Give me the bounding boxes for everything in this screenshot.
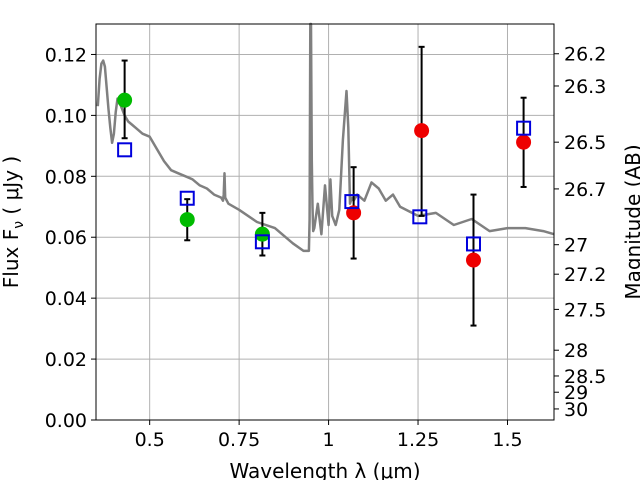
model-spectrum: [96, 22, 555, 253]
data-point-square: [516, 120, 532, 136]
y-tick-label: 0.04: [45, 288, 87, 310]
y2-tick-label: 28.5: [564, 366, 606, 388]
data-point-circle: [465, 252, 481, 268]
x-tick-label: 0.5: [135, 429, 165, 451]
data-point-square: [117, 142, 133, 158]
spectrum-line: [96, 22, 555, 253]
data-point-circle: [179, 212, 195, 228]
y-axis-label: Flux Fν ( μJy ): [0, 156, 27, 288]
data-point-square: [254, 234, 270, 250]
y-tick-label: 0.02: [45, 349, 87, 371]
y-axis-label-unit: ( μJy ): [0, 156, 23, 221]
y2-tick-label: 30: [564, 399, 588, 421]
y-axis-label-sub: ν: [11, 221, 27, 229]
y2-tick-label: 27.2: [564, 264, 606, 286]
plot-frame: [95, 23, 555, 421]
grid-lines: [96, 24, 554, 421]
y2-tick-label: 26.2: [564, 44, 606, 66]
data-point-square: [465, 236, 481, 252]
y2-tick-label: 26.5: [564, 132, 606, 154]
y-tick-label: 0.00: [45, 410, 87, 432]
y-tick-label: 0.08: [45, 166, 87, 188]
y-axis-label-main: Flux F: [0, 229, 23, 288]
y-tick-label: 0.10: [45, 105, 87, 127]
data-points: [117, 45, 532, 327]
y2-tick-label: 28: [564, 340, 588, 362]
y2-tick-label: 26.3: [564, 76, 606, 98]
data-point-square: [412, 209, 428, 225]
data-point-square: [344, 194, 360, 210]
axis-ticks: 0.5 0.75 1 1.25 1.5 0.00 0.02 0.04 0.06 0.08 0.10 0…: [45, 44, 607, 451]
y-tick-label: 0.12: [45, 44, 87, 66]
y2-tick-label: 29: [564, 382, 588, 404]
data-point-circle: [346, 205, 362, 221]
y-tick-label: 0.06: [45, 227, 87, 249]
x-tick-label: 0.75: [218, 429, 260, 451]
y2-tick-label: 27.5: [564, 299, 606, 321]
y2-tick-label: 26.7: [564, 179, 606, 201]
y2-tick-label: 27: [564, 235, 588, 257]
data-point-circle: [117, 92, 133, 108]
x-tick-label: 1.25: [397, 429, 439, 451]
x-axis-label: Wavelength λ (μm): [229, 459, 420, 480]
y2-axis-label: Magnitude (AB): [621, 144, 640, 299]
data-point-square: [179, 190, 195, 206]
data-point-circle: [414, 123, 430, 139]
x-tick-label: 1: [323, 429, 335, 451]
x-tick-label: 1.5: [492, 429, 522, 451]
data-point-circle: [254, 226, 270, 242]
data-point-circle: [516, 134, 532, 150]
